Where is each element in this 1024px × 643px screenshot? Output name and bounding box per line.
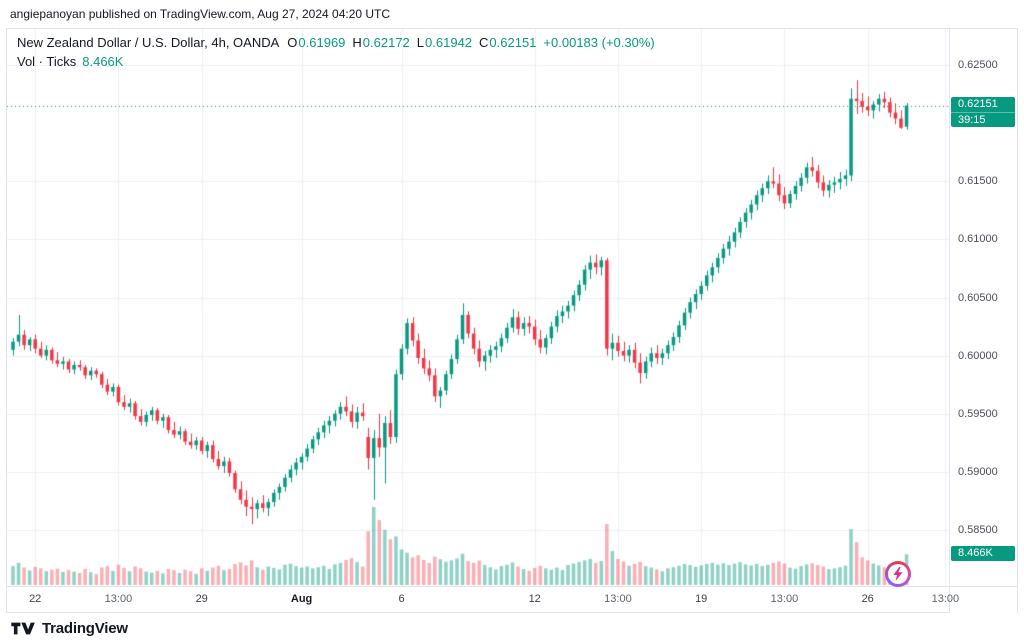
attribution-bar: angiepanoyan published on TradingView.co… xyxy=(0,0,1024,28)
time-tick-label: 29 xyxy=(195,593,208,605)
legend-line-symbol: New Zealand Dollar / U.S. Dollar, 4h, OA… xyxy=(17,35,655,50)
price-tick-label: 0.60000 xyxy=(958,349,998,362)
chart-widget: New Zealand Dollar / U.S. Dollar, 4h, OA… xyxy=(6,28,1018,613)
time-tick-label: 13:00 xyxy=(770,593,799,605)
volume-indicator-value: 8.466K xyxy=(82,54,124,69)
change-value: +0.00183 (+0.30%) xyxy=(543,35,655,50)
price-tick-label: 0.59000 xyxy=(958,465,998,478)
open-label: O xyxy=(287,35,298,50)
close-value: 0.62151 xyxy=(489,35,537,50)
lightning-icon xyxy=(893,567,903,581)
low-label: L xyxy=(416,35,425,50)
legend-line-volume: Vol · Ticks 8.466K xyxy=(17,54,655,69)
boost-button-inner xyxy=(888,564,908,584)
attribution-text: angiepanoyan published on TradingView.co… xyxy=(10,7,391,21)
price-tick-label: 0.59500 xyxy=(958,407,998,420)
chart-area[interactable]: New Zealand Dollar / U.S. Dollar, 4h, OA… xyxy=(7,29,949,587)
price-tick-label: 0.61500 xyxy=(958,175,998,188)
boost-button[interactable] xyxy=(885,561,911,587)
time-tick-label: 19 xyxy=(695,593,708,605)
price-badge-value: 0.62151 xyxy=(958,97,998,110)
footer: TradingView xyxy=(0,613,1024,643)
close-label: C xyxy=(479,35,489,50)
price-tick-label: 0.62500 xyxy=(958,59,998,71)
tradingview-mark-icon xyxy=(11,622,35,634)
tradingview-logo[interactable]: TradingView xyxy=(10,620,128,637)
price-badge: 0.62151 39:15 xyxy=(951,96,1015,127)
legend: New Zealand Dollar / U.S. Dollar, 4h, OA… xyxy=(17,35,655,69)
high-value: 0.62172 xyxy=(362,35,410,50)
price-tick-label: 0.61000 xyxy=(958,233,998,246)
time-tick-label: 13:00 xyxy=(104,593,133,605)
price-badge-countdown: 39:15 xyxy=(951,111,1015,127)
time-tick-label: 12 xyxy=(528,593,541,605)
time-axis-row: 22 13:00 29 Aug 6 12 13:00 19 13:00 26 13:00 xyxy=(7,586,1017,613)
time-tick-label: 6 xyxy=(398,593,405,605)
chart-canvas[interactable] xyxy=(7,29,949,586)
price-axis[interactable]: 0.62151 39:15 8.466K 0.62500 0.61500 0.610… xyxy=(949,29,1017,586)
time-tick-label: 26 xyxy=(861,593,874,605)
time-tick-label: 13:00 xyxy=(604,593,632,605)
axis-corner xyxy=(949,587,1017,613)
time-tick-label: 13:00 xyxy=(931,593,960,605)
price-tick-label: 0.58500 xyxy=(958,524,998,536)
low-value: 0.61942 xyxy=(425,35,473,50)
time-tick-label: Aug xyxy=(290,593,313,605)
tradingview-brand-text: TradingView xyxy=(42,619,128,637)
price-tick-label: 0.60500 xyxy=(958,291,998,304)
volume-badge: 8.466K xyxy=(951,546,1015,562)
time-axis[interactable]: 22 13:00 29 Aug 6 12 13:00 19 13:00 26 13:00 xyxy=(7,587,959,613)
chart-row: New Zealand Dollar / U.S. Dollar, 4h, OA… xyxy=(7,29,1017,587)
open-value: 0.61969 xyxy=(298,35,346,50)
volume-indicator-label[interactable]: Vol · Ticks xyxy=(17,54,77,69)
time-tick-label: 22 xyxy=(29,593,42,605)
symbol-title[interactable]: New Zealand Dollar / U.S. Dollar, 4h, OA… xyxy=(17,35,280,50)
high-label: H xyxy=(352,35,362,50)
